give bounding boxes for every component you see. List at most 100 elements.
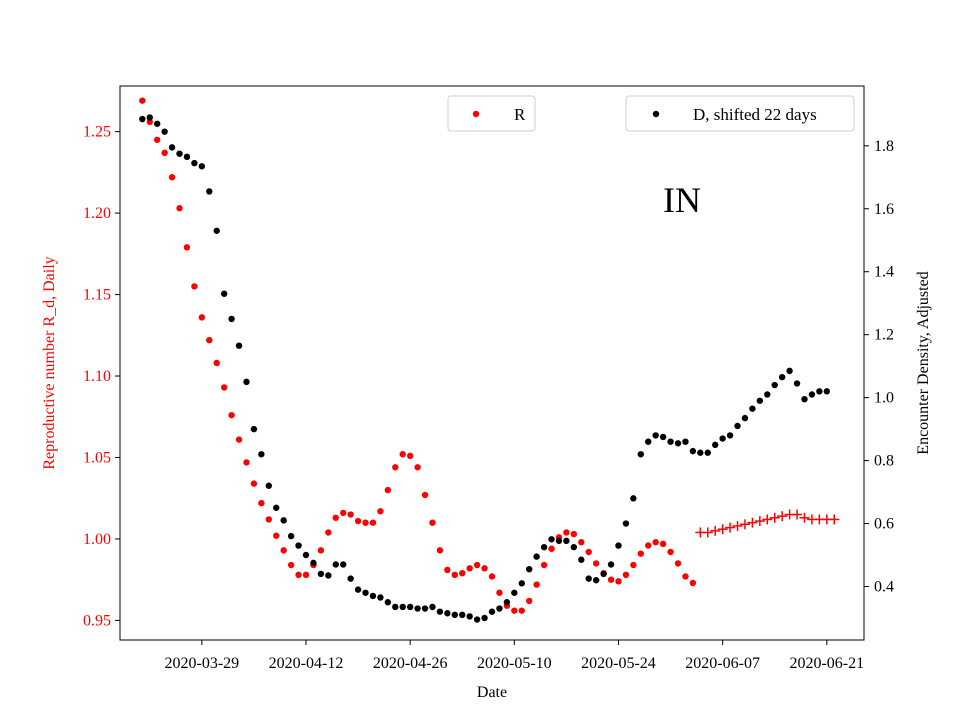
- d-point: [444, 610, 451, 617]
- r-point: [139, 97, 146, 104]
- d-point: [585, 575, 592, 582]
- r-point: [622, 571, 630, 579]
- d-point: [712, 441, 719, 449]
- d-point: [310, 559, 317, 567]
- r-point: [258, 499, 265, 507]
- d-point: [511, 589, 518, 596]
- r-point: [607, 576, 615, 583]
- r-point: [369, 519, 377, 526]
- d-point: [295, 542, 302, 549]
- r-point: [473, 561, 481, 569]
- r-point: [659, 540, 667, 548]
- r-point: [459, 569, 466, 577]
- d-point: [592, 576, 600, 584]
- d-point: [213, 227, 220, 234]
- d-point: [764, 391, 771, 398]
- r-point: [548, 545, 555, 552]
- y-right-tick-label: 1.2: [874, 327, 894, 344]
- r-forecast-point: [739, 519, 750, 530]
- d-point: [354, 586, 362, 593]
- d-point: [235, 342, 243, 349]
- d-point: [473, 616, 481, 623]
- legend-d: D, shifted 22 days: [625, 95, 855, 132]
- y-left-tick-label: 0.95: [83, 612, 111, 629]
- x-tick-label: 2020-06-21: [789, 655, 864, 672]
- r-point: [488, 573, 496, 580]
- y-left-tick-label: 1.20: [83, 205, 111, 222]
- d-series: [139, 114, 830, 623]
- x-tick-label: 2020-05-10: [477, 655, 552, 672]
- d-point: [741, 414, 749, 422]
- d-point: [384, 599, 392, 606]
- d-point: [161, 128, 168, 135]
- legend-r-label: R: [514, 105, 526, 124]
- r-point: [689, 579, 697, 587]
- d-point: [421, 605, 429, 612]
- d-point: [622, 520, 630, 527]
- d-point: [630, 495, 637, 502]
- r-point: [585, 548, 592, 556]
- r-point: [526, 597, 533, 605]
- d-point: [518, 580, 525, 587]
- r-point: [563, 529, 570, 536]
- d-point: [406, 603, 414, 611]
- d-point: [280, 517, 287, 524]
- y-left-tick-label: 1.05: [83, 450, 111, 467]
- r-point: [220, 384, 228, 391]
- d-point: [682, 438, 689, 445]
- d-point: [555, 537, 563, 545]
- r-point: [168, 174, 176, 181]
- x-axis-title: Date: [477, 684, 507, 701]
- legend-r-marker: [472, 110, 480, 118]
- x-tick-label: 2020-03-29: [165, 655, 240, 672]
- r-point: [228, 411, 235, 419]
- y-left-tick-label: 1.10: [83, 368, 111, 385]
- d-point: [332, 561, 339, 568]
- d-point: [778, 373, 786, 381]
- r-point: [377, 508, 384, 515]
- r-point: [540, 561, 548, 569]
- legend-d-marker: [652, 110, 660, 118]
- r-point: [533, 581, 540, 588]
- d-point: [198, 163, 206, 170]
- d-point: [146, 114, 153, 121]
- d-point: [756, 397, 764, 404]
- r-forecast-point: [777, 511, 788, 522]
- y-right-tick-label: 1.8: [874, 138, 894, 155]
- r-point: [302, 571, 310, 579]
- d-point: [570, 543, 578, 551]
- d-point: [243, 378, 250, 386]
- d-point: [265, 482, 272, 489]
- d-point: [347, 575, 354, 582]
- d-point: [176, 150, 183, 157]
- d-point: [451, 611, 458, 619]
- r-point: [354, 517, 362, 525]
- r-point: [243, 459, 250, 466]
- r-forecast-point: [732, 520, 743, 531]
- d-point: [466, 613, 473, 620]
- r-point: [637, 550, 644, 557]
- r-series: [139, 97, 840, 614]
- d-point: [659, 433, 667, 441]
- d-point: [139, 115, 146, 123]
- r-point: [578, 539, 585, 546]
- y-right-tick-label: 0.4: [874, 578, 894, 595]
- d-point: [325, 572, 332, 579]
- r-point: [630, 561, 637, 569]
- r-point: [154, 136, 161, 143]
- d-point: [533, 553, 540, 560]
- y-right-tick-label: 0.6: [874, 516, 894, 533]
- d-point: [317, 570, 325, 578]
- r-point: [645, 542, 652, 549]
- d-point: [600, 570, 607, 578]
- r-point: [652, 539, 659, 546]
- d-point: [808, 391, 816, 398]
- r-point: [325, 529, 332, 536]
- r-point: [592, 560, 600, 567]
- y-left-tick-label: 1.15: [83, 287, 111, 304]
- r-forecast-point: [747, 517, 758, 528]
- r-point: [429, 519, 436, 526]
- d-point: [340, 561, 347, 568]
- x-tick-label: 2020-06-07: [685, 655, 760, 672]
- d-point: [191, 159, 198, 167]
